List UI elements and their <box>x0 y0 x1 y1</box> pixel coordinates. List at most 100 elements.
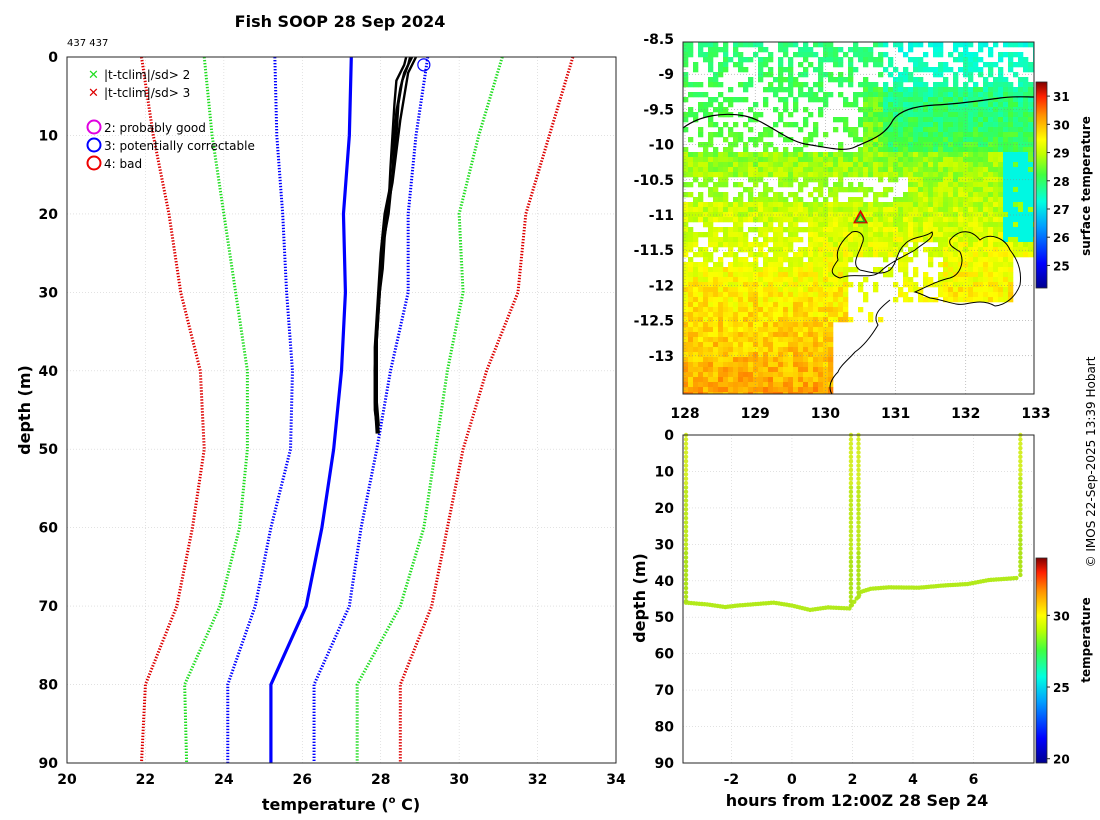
sst-cell <box>848 207 854 213</box>
sst-cell <box>693 272 699 278</box>
sst-cell <box>758 252 764 258</box>
sst-cell <box>923 192 929 198</box>
sst-cell <box>943 262 949 268</box>
sst-cell <box>973 287 979 293</box>
sst-cell <box>983 272 989 278</box>
sst-cell <box>743 167 749 173</box>
sst-cell <box>858 82 864 88</box>
sst-cell <box>763 297 769 303</box>
sst-cell <box>808 237 814 243</box>
sst-cell <box>988 87 994 93</box>
sst-cell <box>953 102 959 108</box>
sst-cell <box>898 137 904 143</box>
sst-cell <box>688 307 694 313</box>
sst-cell <box>728 292 734 298</box>
sst-cell <box>768 217 774 223</box>
sst-cell <box>818 207 824 213</box>
sst-cell <box>918 92 924 98</box>
sst-cell <box>728 237 734 243</box>
sst-cell <box>943 252 949 258</box>
sst-cell <box>868 172 874 178</box>
sst-cell <box>883 217 889 223</box>
sst-cell <box>933 97 939 103</box>
sst-cell <box>793 322 799 328</box>
y-tick-label: 60 <box>39 521 59 537</box>
sst-cell <box>818 252 824 258</box>
sst-cell <box>803 387 809 393</box>
sst-cell <box>788 317 794 323</box>
sst-cell <box>798 127 804 133</box>
sst-cell <box>908 172 914 178</box>
sst-cell <box>748 192 754 198</box>
sst-cell <box>978 212 984 218</box>
sst-cell <box>783 352 789 358</box>
sst-cell <box>943 62 949 68</box>
sst-cell <box>683 332 689 338</box>
sst-cell <box>983 277 989 283</box>
sst-cell <box>993 227 999 233</box>
sst-cell <box>718 167 724 173</box>
sst-cell <box>723 67 729 73</box>
sst-cell <box>818 267 824 273</box>
sst-cell <box>918 132 924 138</box>
sst-cell <box>958 157 964 163</box>
sst-cell <box>763 47 769 53</box>
sst-cell <box>803 82 809 88</box>
sst-cell <box>798 247 804 253</box>
sst-cell <box>1018 62 1024 68</box>
sst-cell <box>953 132 959 138</box>
sst-cell <box>723 182 729 188</box>
sst-cell <box>983 257 989 263</box>
sst-cell <box>963 272 969 278</box>
sst-cell <box>733 322 739 328</box>
sst-cell <box>908 182 914 188</box>
sst-cell <box>688 42 694 48</box>
sst-cell <box>803 107 809 113</box>
sst-cell <box>1018 117 1024 123</box>
sst-cell <box>983 162 989 168</box>
sst-cell <box>868 312 874 318</box>
sst-cell <box>983 262 989 268</box>
sst-cell <box>793 157 799 163</box>
sst-cell <box>813 327 819 333</box>
sst-cell <box>773 307 779 313</box>
sst-cell <box>1008 262 1014 268</box>
sst-cell <box>703 367 709 373</box>
sst-cell <box>933 72 939 78</box>
sst-cell <box>1023 192 1029 198</box>
sst-cell <box>723 307 729 313</box>
sst-cell <box>993 232 999 238</box>
sst-cell <box>903 87 909 93</box>
sst-cell <box>768 187 774 193</box>
sst-cell <box>938 227 944 233</box>
sst-cell <box>1008 157 1014 163</box>
sst-cell <box>748 342 754 348</box>
cast-depth-point <box>856 502 861 508</box>
sst-cell <box>828 282 834 288</box>
sst-cell <box>928 92 934 98</box>
sst-cell <box>948 232 954 238</box>
sst-cell <box>838 307 844 313</box>
sst-cell <box>703 332 709 338</box>
sst-cell <box>743 242 749 248</box>
sst-cell <box>958 277 964 283</box>
sst-cell <box>728 357 734 363</box>
sst-cell <box>748 202 754 208</box>
sst-cell <box>813 227 819 233</box>
y-tick-label: 30 <box>39 285 59 301</box>
sst-cell <box>783 157 789 163</box>
sst-cell <box>808 352 814 358</box>
sst-cell <box>828 297 834 303</box>
sst-cell <box>778 257 784 263</box>
sst-cell <box>903 112 909 118</box>
sst-cell <box>803 42 809 48</box>
sst-cell <box>978 192 984 198</box>
cast-depth-point <box>683 585 689 591</box>
sst-cell <box>763 242 769 248</box>
sst-cell <box>788 307 794 313</box>
sst-cell <box>693 157 699 163</box>
sst-cell <box>998 202 1004 208</box>
sst-cell <box>853 137 859 143</box>
map-y-tick-label: -12 <box>649 278 674 294</box>
sst-cell <box>978 102 984 108</box>
